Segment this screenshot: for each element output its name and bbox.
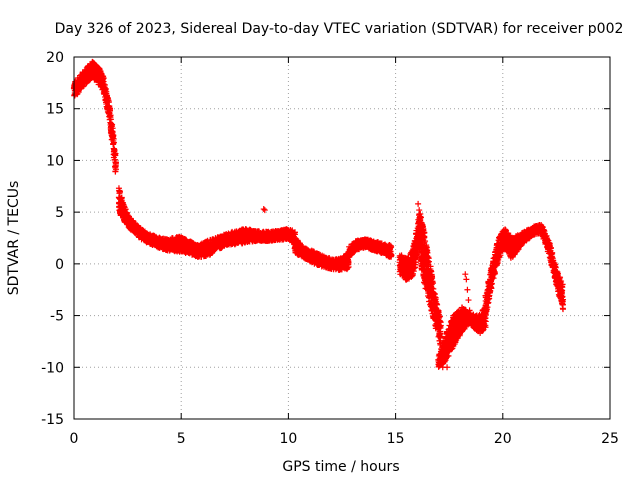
data-point [106,106,113,113]
data-points [70,58,567,371]
data-point [110,139,117,146]
data-point [100,75,107,82]
data-point [112,163,119,170]
chart-title: Day 326 of 2023, Sidereal Day-to-day VTE… [55,21,624,37]
data-point [112,150,119,157]
data-point [116,189,123,196]
